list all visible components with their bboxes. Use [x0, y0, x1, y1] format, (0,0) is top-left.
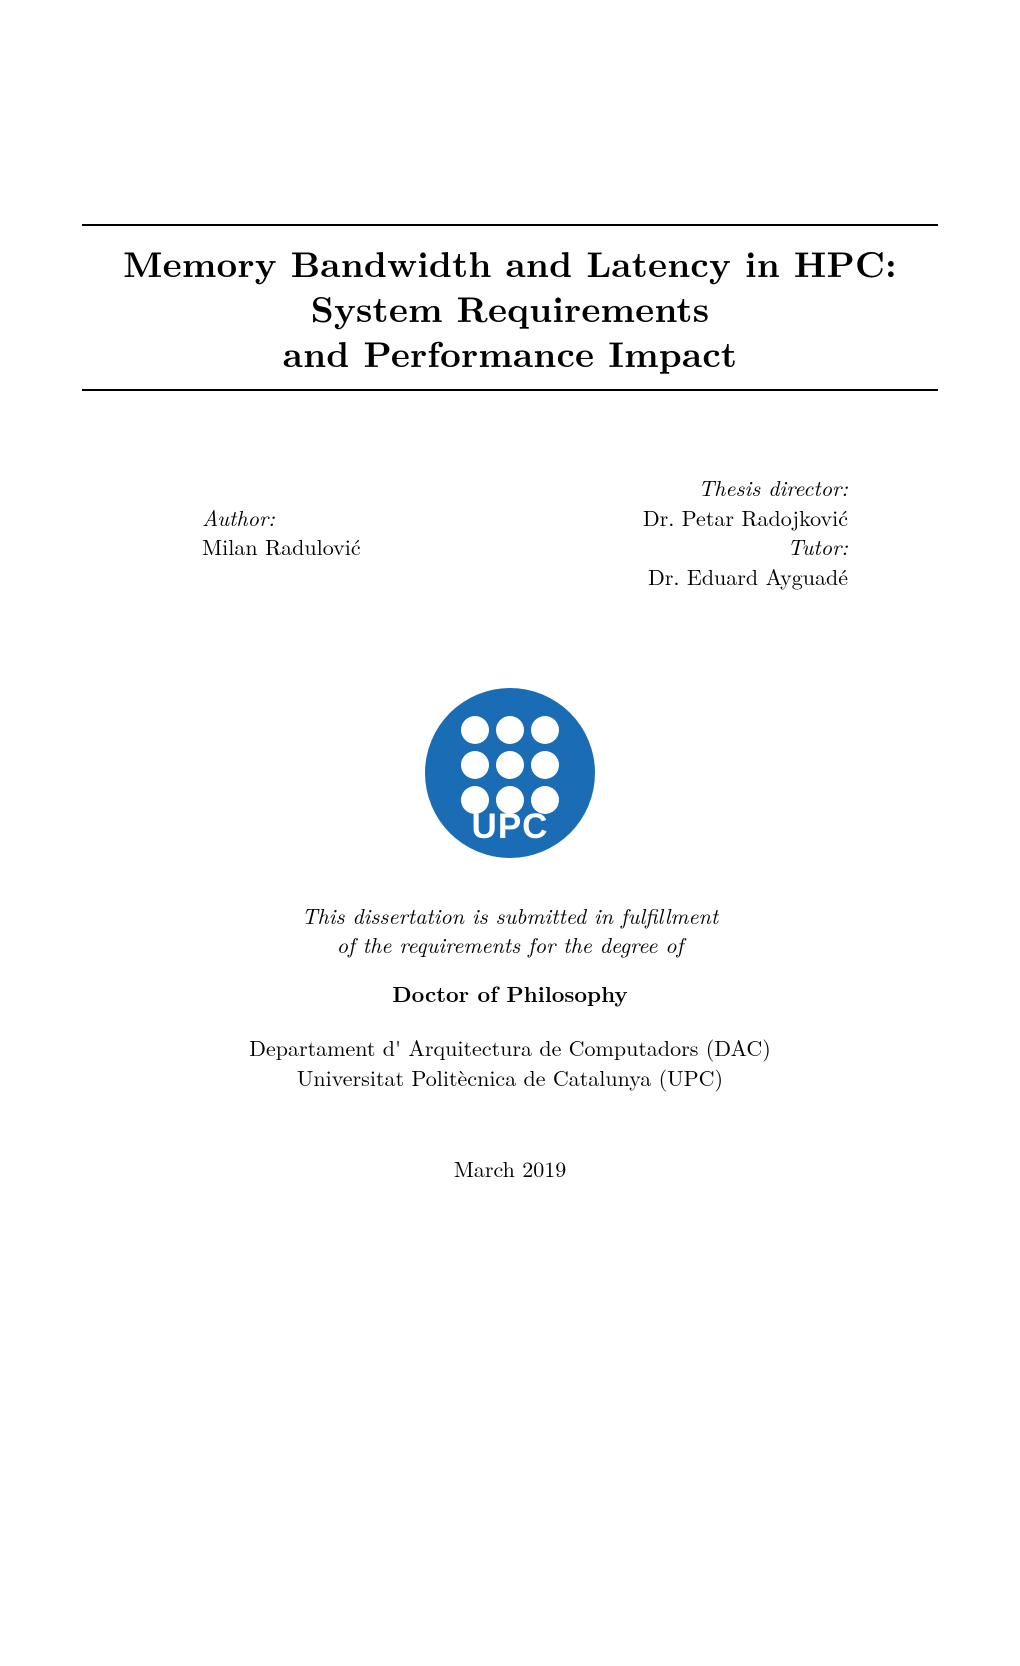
title-rule-top — [82, 224, 938, 226]
director-name: Dr. Petar Radojković — [643, 503, 848, 533]
credits-left: Author: Milan Radulović — [202, 503, 361, 562]
author-name: Milan Radulović — [202, 532, 361, 562]
author-label: Author: — [202, 503, 361, 533]
title-rule-bottom — [82, 389, 938, 391]
submission-block: This dissertation is submitted in fulfil… — [82, 901, 938, 1009]
logo-text: UPC — [472, 807, 549, 846]
credits-row: Author: Milan Radulović Thesis director:… — [82, 473, 938, 592]
affiliation-block: Departament d' Arquitectura de Computado… — [82, 1033, 938, 1092]
date: March 2019 — [82, 1153, 938, 1184]
logo-container: UPC — [82, 688, 938, 863]
logo-dot — [496, 751, 524, 779]
logo-dot — [461, 751, 489, 779]
affiliation-dept: Departament d' Arquitectura de Computado… — [82, 1033, 938, 1063]
logo-dots — [461, 716, 559, 814]
credits-right: Thesis director: Dr. Petar Radojković Tu… — [643, 473, 848, 592]
logo-dot — [531, 751, 559, 779]
tutor-name: Dr. Eduard Ayguadé — [643, 562, 848, 592]
director-label: Thesis director: — [643, 473, 848, 503]
submission-line-2: of the requirements for the degree of — [82, 930, 938, 960]
title-line-2: System Requirements — [86, 285, 934, 330]
tutor-label: Tutor: — [643, 532, 848, 562]
title-block: Memory Bandwidth and Latency in HPC: Sys… — [82, 240, 938, 375]
affiliation-university: Universitat Politècnica de Catalunya (UP… — [82, 1063, 938, 1093]
logo-dot — [461, 716, 489, 744]
title-line-1: Memory Bandwidth and Latency in HPC: — [86, 240, 934, 285]
submission-line-1: This dissertation is submitted in fulfil… — [82, 901, 938, 931]
logo-dot — [531, 716, 559, 744]
title-line-3: and Performance Impact — [86, 330, 934, 375]
degree-name: Doctor of Philosophy — [82, 978, 938, 1009]
logo-dot — [496, 716, 524, 744]
upc-logo-icon: UPC — [425, 688, 595, 858]
